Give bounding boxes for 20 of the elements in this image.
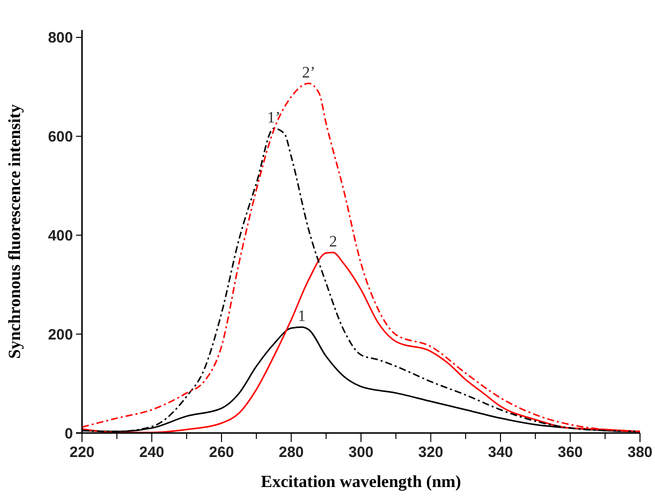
y-tick-label: 600 — [48, 128, 73, 146]
x-tick-label: 300 — [348, 444, 374, 461]
x-tick-label: 240 — [139, 444, 164, 461]
x-tick-label: 320 — [418, 444, 444, 461]
series-label: 2 — [329, 234, 338, 251]
series-label: 2’ — [302, 64, 316, 82]
y-tick-label: 800 — [48, 30, 73, 47]
x-axis-title: Excitation wavelength (nm) — [260, 472, 462, 491]
x-tick-label: 340 — [488, 444, 514, 461]
series-label: 1’ — [267, 109, 280, 126]
y-tick-label: 400 — [48, 227, 73, 244]
y-tick-label: 200 — [48, 326, 73, 344]
x-tick-label: 220 — [69, 444, 95, 461]
x-tick-label: 260 — [208, 444, 234, 461]
x-tick-label: 380 — [627, 444, 653, 461]
x-tick-label: 280 — [278, 444, 304, 461]
y-tick-label: 0 — [64, 425, 73, 442]
series-label: 1 — [298, 308, 306, 326]
x-tick-label: 360 — [558, 444, 583, 461]
y-axis-title: Synchronous fluorescence intensity — [5, 104, 24, 359]
